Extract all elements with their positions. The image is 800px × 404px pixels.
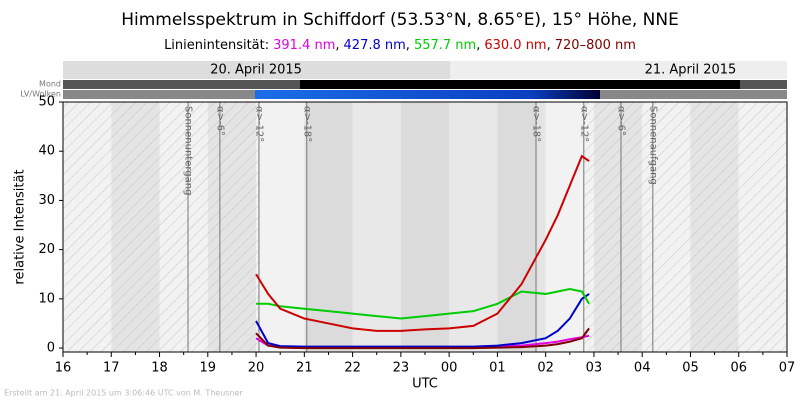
night-core	[306, 102, 537, 352]
legend-separator: ,	[547, 38, 551, 53]
y-tick-label: 40	[38, 144, 55, 159]
y-axis-label: relative Intensität	[13, 169, 28, 284]
footer: Erstellt am 21. April 2015 um 3:06:46 UT…	[4, 389, 243, 398]
legend: Linienintensität: 391.4 nm, 427.8 nm, 557.7…	[164, 38, 636, 53]
x-tick-label: 02	[537, 361, 554, 376]
y-tick-label: 10	[38, 291, 55, 306]
annotation-label: α>-18°	[301, 106, 312, 142]
date-label: 21. April 2015	[645, 63, 737, 78]
date-label: 20. April 2015	[210, 63, 302, 78]
y-tick-label: 30	[38, 193, 55, 208]
hour-stripe	[352, 102, 401, 352]
legend-entry: 427.8 nm	[344, 38, 406, 53]
legend-entry: 630.0 nm	[484, 38, 546, 53]
legend-separator: ,	[406, 38, 410, 53]
annotation-label: α>-12°	[254, 106, 265, 142]
x-tick-label: 16	[55, 361, 72, 376]
annotation-label: α>-6°	[214, 106, 225, 136]
x-tick-label: 01	[489, 361, 506, 376]
bar-label: Mond	[39, 80, 61, 89]
hour-stripe	[497, 102, 546, 352]
hour-stripe	[400, 102, 450, 352]
legend-title: Linienintensität:	[164, 38, 269, 53]
bar-label: LV/Wolken	[20, 90, 61, 99]
legend-entry: 391.4 nm	[273, 38, 335, 53]
annotation-label: Sonnenaufgang	[647, 106, 658, 185]
x-tick-label: 03	[586, 361, 603, 376]
x-axis-label: UTC	[412, 377, 438, 392]
series-line	[255, 154, 590, 332]
x-tick-label: 07	[779, 361, 796, 376]
x-tick-label: 04	[634, 361, 651, 376]
x-tick-label: 05	[682, 361, 699, 376]
series-line	[255, 327, 590, 350]
moon-bar	[300, 80, 740, 89]
x-tick-label: 20	[248, 361, 265, 376]
twilight-hatch	[63, 102, 259, 352]
y-tick-label: 50	[38, 95, 55, 110]
date-band	[63, 61, 450, 79]
legend-separator: ,	[335, 38, 339, 53]
lv-bar	[255, 90, 600, 99]
y-tick-label: 0	[47, 341, 55, 356]
legend-entry: 557.7 nm	[414, 38, 476, 53]
hour-stripe	[256, 102, 305, 352]
x-tick-label: 23	[393, 361, 410, 376]
x-tick-label: 22	[344, 361, 361, 376]
legend-entry: 720–800 nm	[555, 38, 636, 53]
series-line	[255, 293, 590, 348]
chart-title: Himmelsspektrum in Schiffdorf (53.53°N, …	[121, 10, 679, 30]
x-tick-label: 21	[296, 361, 313, 376]
y-tick-label: 20	[38, 242, 55, 257]
date-band	[450, 61, 787, 79]
annotation-label: α>-18°	[531, 106, 542, 142]
annotation-label: α>-12°	[578, 106, 589, 142]
annotation-label: Sonnenuntergang	[183, 106, 194, 195]
x-tick-label: 17	[103, 361, 120, 376]
x-tick-label: 18	[151, 361, 168, 376]
x-tick-label: 19	[200, 361, 217, 376]
x-tick-label: 00	[441, 361, 458, 376]
x-tick-label: 06	[730, 361, 747, 376]
series-line	[256, 287, 590, 320]
twilight-hatch	[583, 102, 787, 352]
legend-separator: ,	[476, 38, 480, 53]
annotation-label: α>-6°	[616, 106, 627, 136]
plot-area: Sonnenuntergang α>-6° α>-12° α>-18° α>-18° α>…	[63, 102, 787, 352]
